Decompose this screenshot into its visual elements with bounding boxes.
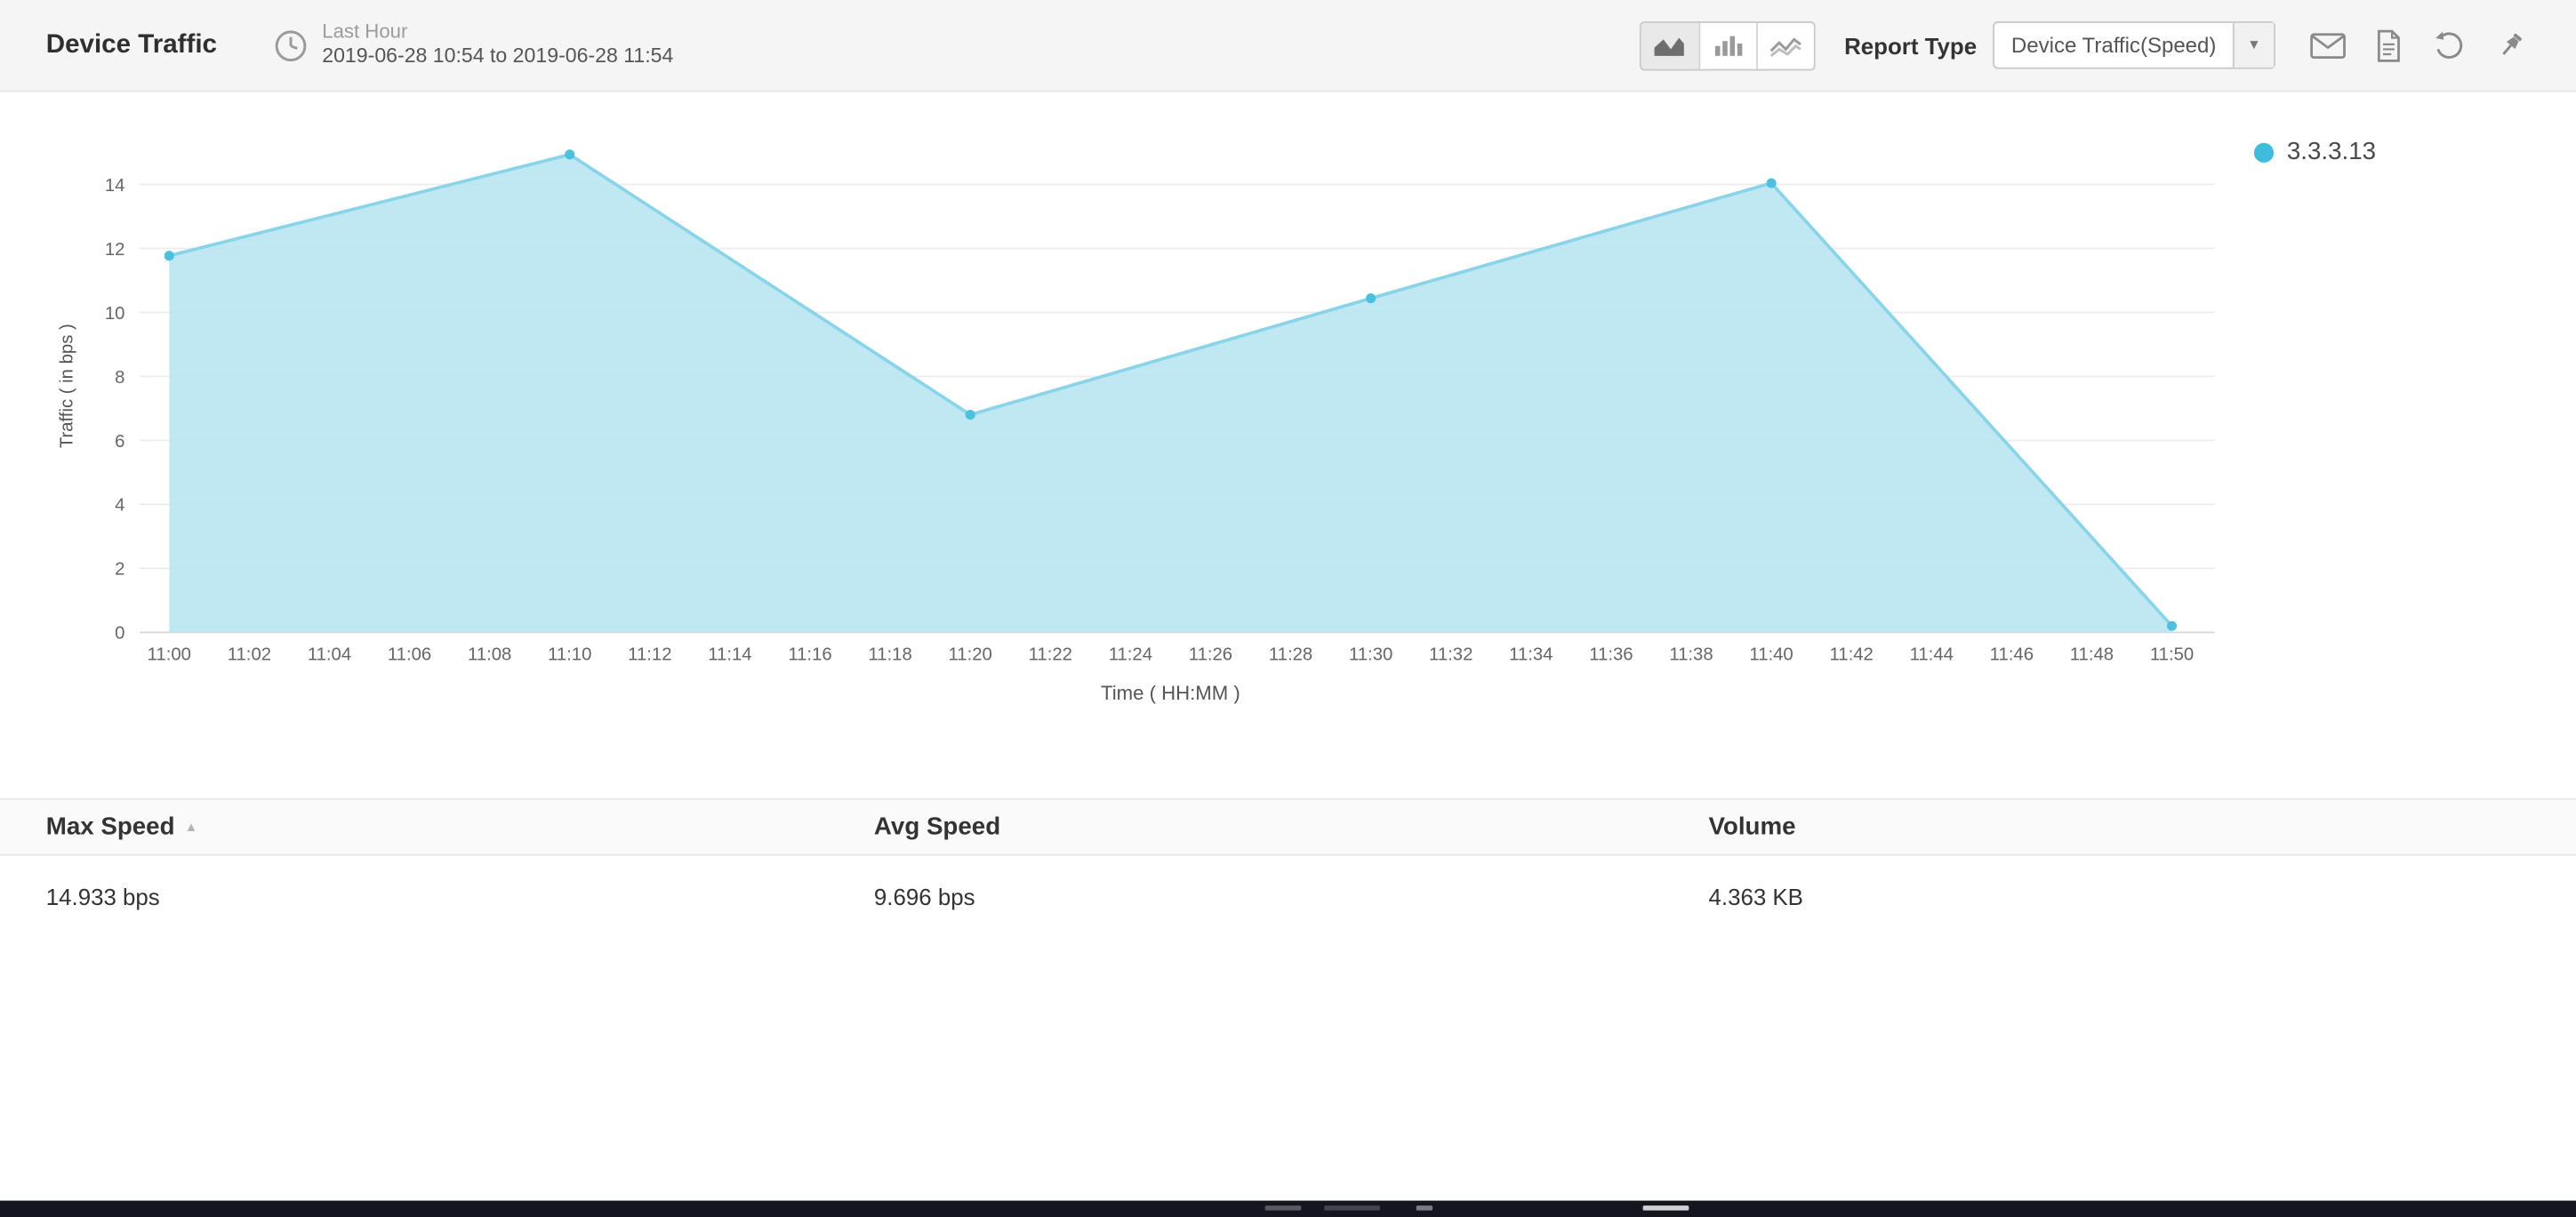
report-type-selected-value: Device Traffic(Speed) (2010, 32, 2217, 58)
svg-text:11:42: 11:42 (1830, 645, 1874, 665)
svg-text:Time ( HH:MM ): Time ( HH:MM ) (1101, 682, 1240, 704)
report-type-dropdown[interactable]: Device Traffic(Speed) ▾ (1993, 21, 2275, 69)
avg-speed-value: 9.696 bps (873, 884, 975, 910)
svg-text:11:24: 11:24 (1109, 645, 1152, 665)
svg-text:11:02: 11:02 (228, 645, 271, 665)
svg-text:11:44: 11:44 (1910, 645, 1954, 665)
svg-text:11:16: 11:16 (788, 645, 831, 665)
svg-text:11:04: 11:04 (308, 645, 351, 665)
area-chart-type-button[interactable] (1641, 21, 1698, 68)
period-range: 2019-06-28 10:54 to 2019-06-28 11:54 (322, 44, 674, 68)
svg-text:11:36: 11:36 (1589, 645, 1633, 665)
pin-button[interactable] (2491, 26, 2530, 65)
period-label: Last Hour (322, 20, 408, 44)
chevron-down-icon: ▾ (2232, 22, 2275, 68)
svg-text:11:40: 11:40 (1749, 645, 1793, 665)
refresh-button[interactable] (2430, 26, 2469, 65)
time-period-block: Last Hour 2019-06-28 10:54 to 2019-06-28… (273, 20, 673, 71)
line-chart-type-button[interactable] (1755, 21, 1813, 68)
svg-text:11:08: 11:08 (468, 645, 511, 665)
area-chart-icon (1654, 36, 1684, 55)
svg-text:11:12: 11:12 (628, 645, 671, 665)
svg-text:14: 14 (105, 176, 125, 196)
svg-text:2: 2 (115, 560, 124, 580)
column-header-avg-speed[interactable]: Avg Speed (873, 813, 1001, 841)
legend-item[interactable]: 3.3.3.13 (2253, 138, 2377, 166)
svg-text:11:34: 11:34 (1509, 645, 1553, 665)
traffic-chart-section: 0 2 4 6 8 10 12 14 11:00 11:02 11:04 11:06 11:08 11:1… (0, 92, 2576, 716)
svg-text:11:48: 11:48 (2070, 645, 2114, 665)
sort-asc-icon: ▲ (184, 819, 198, 835)
svg-text:0: 0 (115, 624, 124, 644)
svg-text:11:50: 11:50 (2150, 645, 2194, 665)
svg-text:11:18: 11:18 (868, 645, 911, 665)
svg-text:11:14: 11:14 (708, 645, 751, 665)
refresh-icon (2436, 30, 2463, 59)
svg-text:12: 12 (105, 240, 125, 260)
report-actions (2308, 26, 2530, 65)
report-header: Device Traffic Last Hour 2019-06-28 10:5… (0, 0, 2576, 92)
pin-icon (2502, 32, 2522, 54)
svg-text:11:32: 11:32 (1429, 645, 1473, 665)
legend-label: 3.3.3.13 (2286, 138, 2377, 166)
table-row: 14.933 bps 9.696 bps 4.363 KB (0, 855, 2576, 938)
svg-text:11:06: 11:06 (388, 645, 431, 665)
column-header-volume[interactable]: Volume (1708, 813, 1796, 841)
svg-text:11:46: 11:46 (1990, 645, 2034, 665)
table-header-row: Max Speed ▲ Avg Speed Volume (0, 797, 2576, 856)
volume-value: 4.363 KB (1708, 884, 1803, 910)
svg-text:11:20: 11:20 (949, 645, 992, 665)
email-icon (2310, 32, 2346, 59)
svg-text:11:00: 11:00 (148, 645, 191, 665)
column-header-max-speed[interactable]: Max Speed ▲ (45, 813, 198, 841)
bar-chart-icon (1714, 35, 1742, 55)
svg-text:8: 8 (115, 368, 124, 388)
svg-text:6: 6 (115, 432, 124, 452)
traffic-summary-table: Max Speed ▲ Avg Speed Volume 14.933 bps … (0, 797, 2576, 938)
traffic-area-chart[interactable]: 0 2 4 6 8 10 12 14 11:00 11:02 11:04 11:06 11:08 11:1… (0, 92, 2576, 716)
bar-chart-type-button[interactable] (1697, 21, 1756, 68)
svg-text:11:38: 11:38 (1669, 645, 1713, 665)
line-chart-icon (1769, 36, 1802, 57)
footer-bar (0, 1200, 2576, 1217)
chart-type-switcher (1639, 20, 1815, 70)
pdf-export-button[interactable] (2369, 26, 2408, 65)
report-type-label: Report Type (1844, 32, 1978, 59)
svg-text:11:10: 11:10 (548, 645, 591, 665)
svg-text:11:30: 11:30 (1349, 645, 1392, 665)
clock-icon (275, 29, 307, 61)
svg-text:4: 4 (115, 496, 124, 516)
time-period-texts: Last Hour 2019-06-28 10:54 to 2019-06-28… (322, 20, 673, 71)
svg-text:11:28: 11:28 (1269, 645, 1312, 665)
svg-text:Traffic ( in bps ): Traffic ( in bps ) (57, 324, 76, 448)
svg-text:11:22: 11:22 (1029, 645, 1072, 665)
svg-text:11:26: 11:26 (1189, 645, 1232, 665)
page-title: Device Traffic (45, 30, 217, 59)
email-button[interactable] (2308, 26, 2347, 65)
pdf-export-icon (2377, 28, 2400, 61)
max-speed-value: 14.933 bps (45, 884, 160, 910)
svg-text:10: 10 (105, 304, 125, 324)
legend-color-dot (2253, 141, 2275, 162)
